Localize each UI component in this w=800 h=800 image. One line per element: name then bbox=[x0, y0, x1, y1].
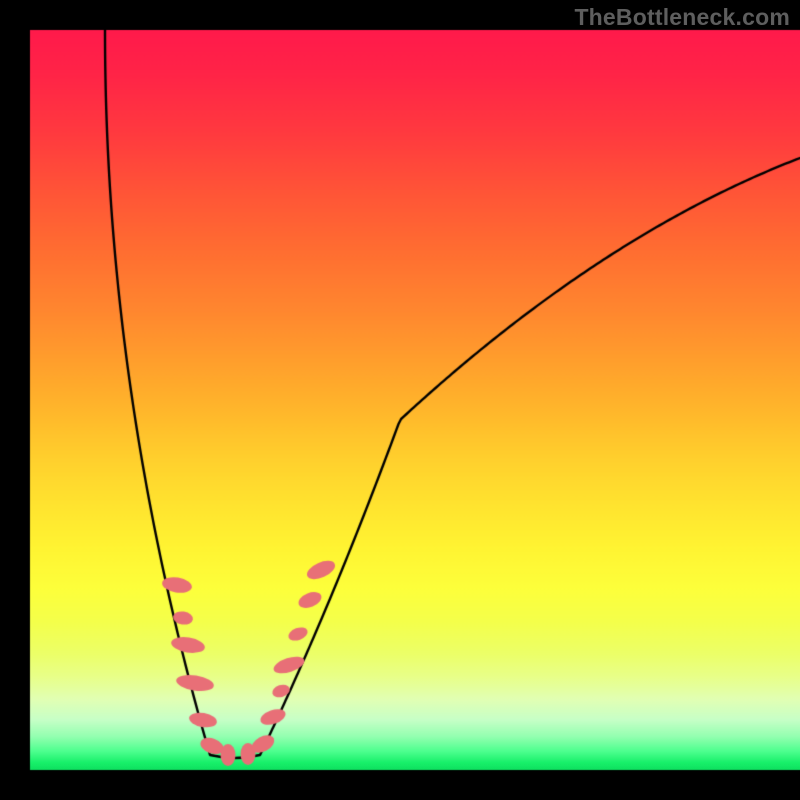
bottleneck-chart bbox=[0, 0, 800, 800]
watermark-text: TheBottleneck.com bbox=[574, 4, 790, 31]
